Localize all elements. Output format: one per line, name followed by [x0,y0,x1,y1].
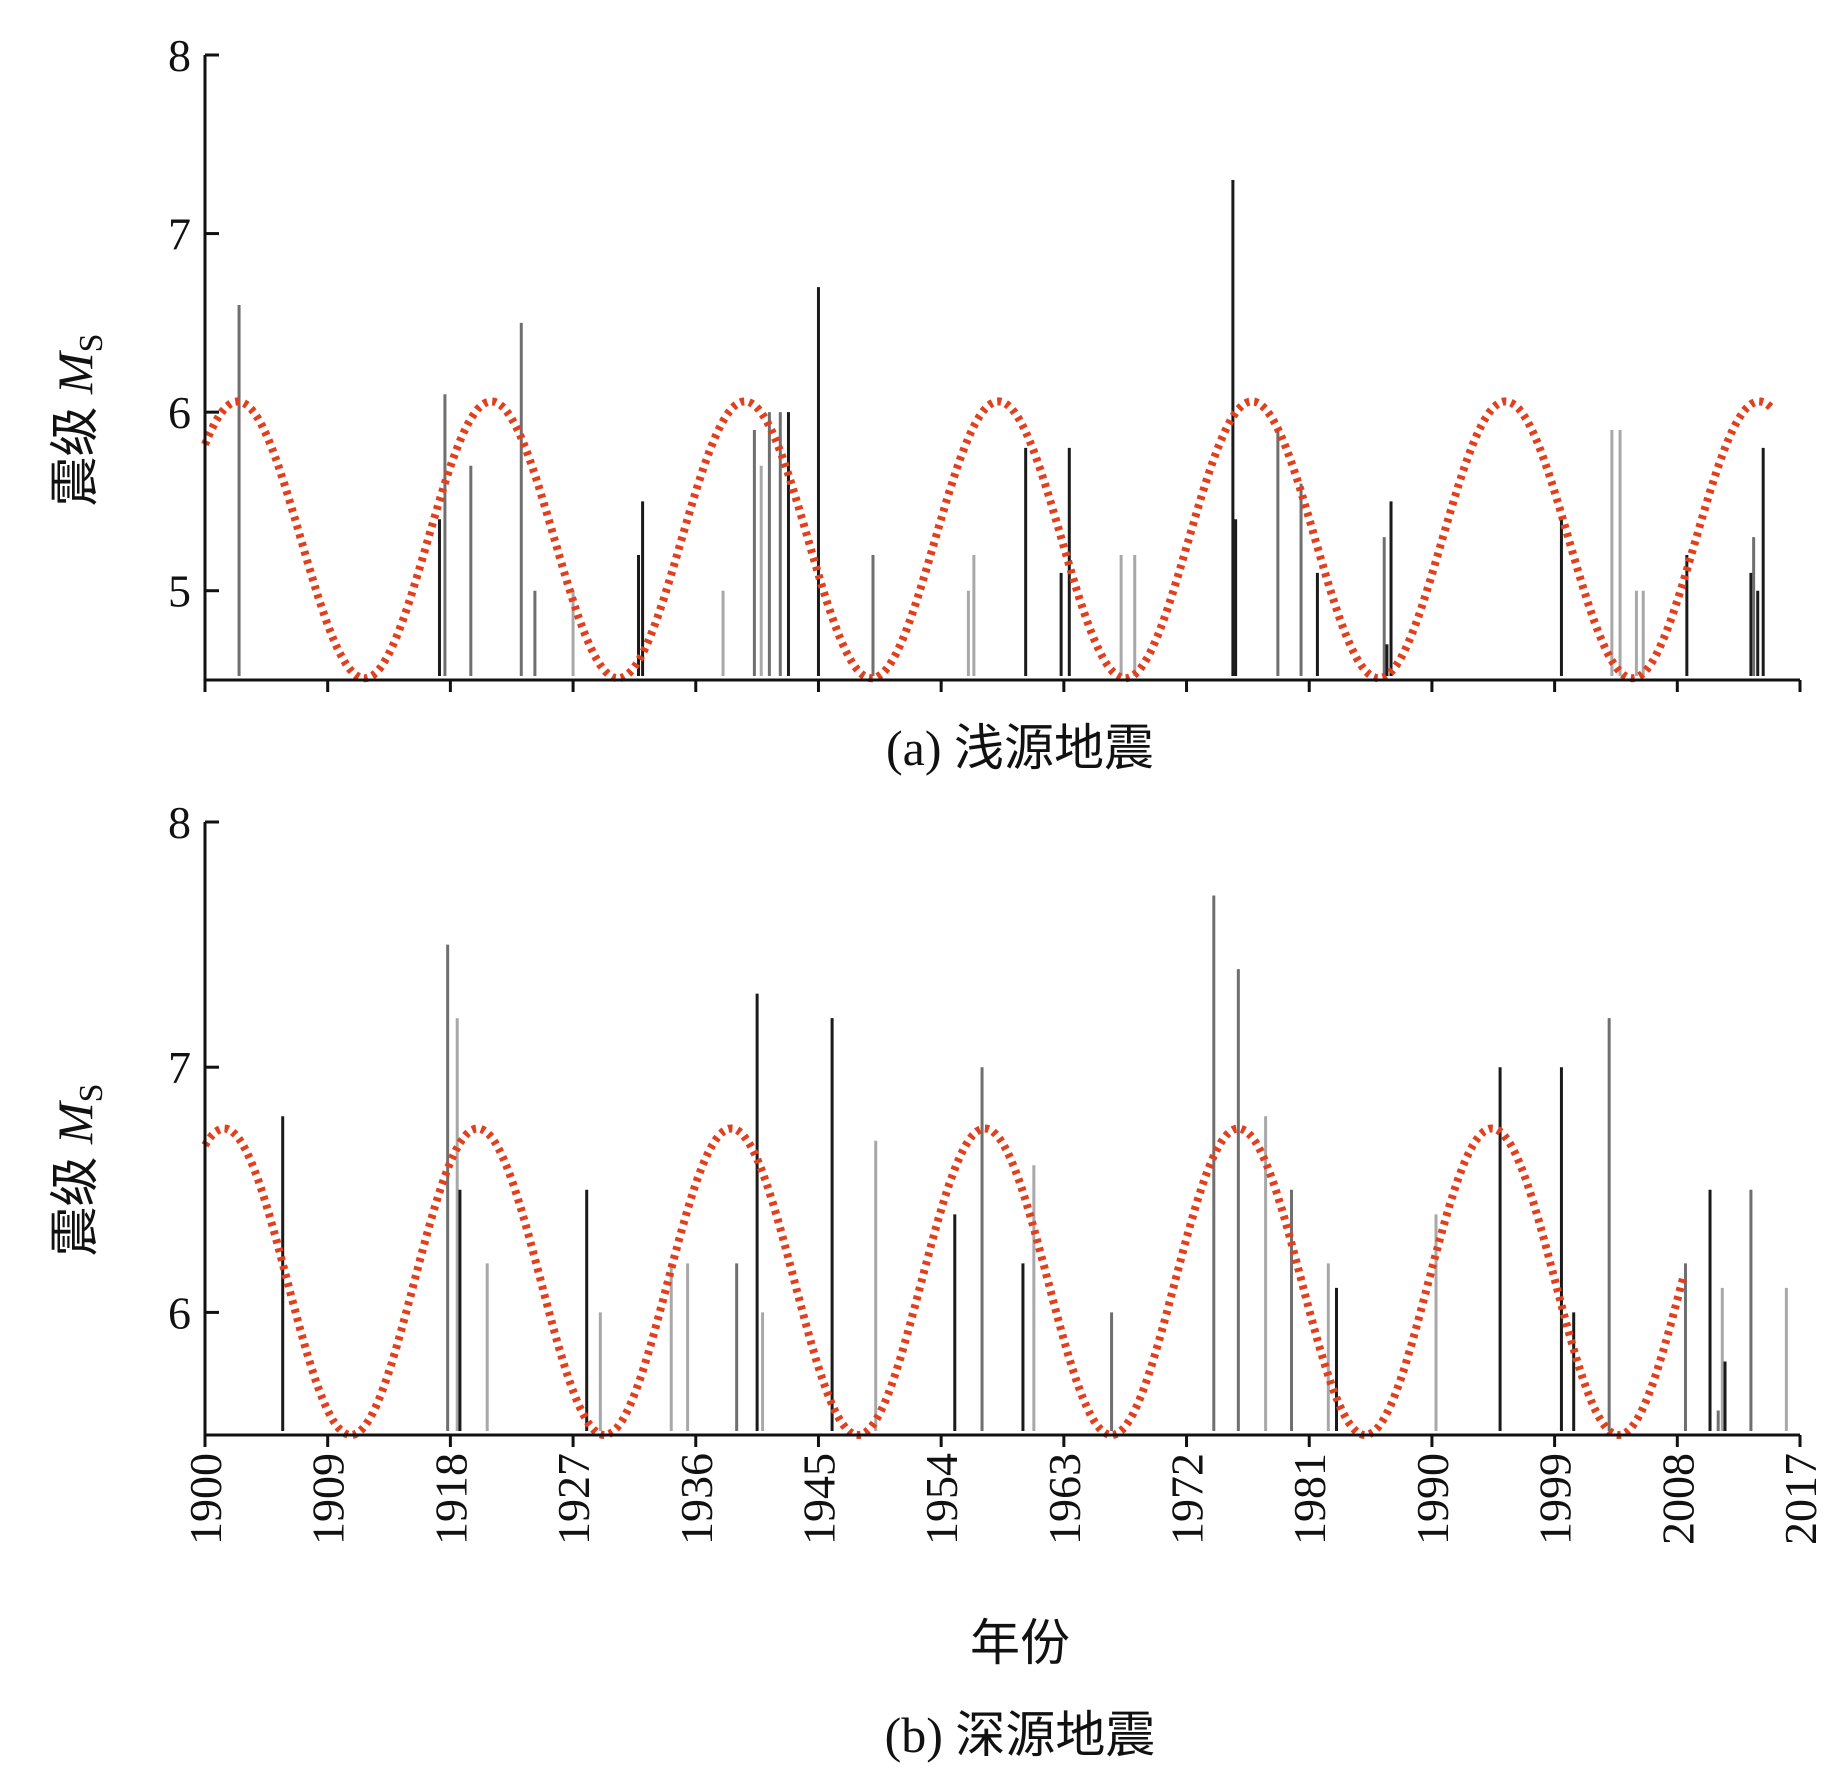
tidal-curve-line [201,397,1776,683]
x-tick-label: 1999 [1530,1453,1581,1545]
panel-b-bars [281,895,1788,1431]
panel-a-tidal-curve [201,397,1776,683]
panel-b-axes [203,822,1800,1437]
panel-a-shallow: 5 6 7 8 震级 MS (a) 浅源地震 [47,30,1802,776]
panel-a-y-label-sub: S [73,333,110,352]
panel-a-y-label-italic: M [47,350,103,395]
y-tick-label: 6 [168,1287,191,1338]
x-tick-label: 1954 [916,1453,967,1545]
tidal-curve-line [201,1124,1688,1440]
x-tick-label: 1909 [303,1453,354,1545]
x-tick-label: 1900 [180,1453,231,1545]
panel-a-axes [203,55,1800,682]
y-tick-label: 7 [168,209,191,260]
panel-a-caption: (a) 浅源地震 [886,720,1154,776]
panel-b-x-axis-label: 年份 [970,1615,1070,1671]
x-tick-label: 1936 [671,1453,722,1545]
x-tick-label: 1945 [793,1453,844,1545]
x-tick-label: 2017 [1775,1453,1826,1545]
panel-b-y-label-sub: S [73,1083,110,1102]
panel-a-y-axis-label: 震级 MS [47,333,110,506]
panel-b-ticks: 6 7 8 1900 1909 1918 1927 1936 1945 1954 1963 1972 1… [168,797,1826,1545]
x-tick-label: 1990 [1407,1453,1458,1545]
x-tick-label: 1927 [548,1453,599,1545]
x-tick-label: 1981 [1284,1453,1335,1545]
x-tick-label: 1963 [1039,1453,1090,1545]
panel-b-y-label-italic: M [47,1100,103,1145]
panel-a-y-label-text: 震级 [47,394,103,507]
y-tick-label: 5 [168,566,191,617]
x-tick-label: 2008 [1652,1453,1703,1545]
y-tick-label: 8 [168,797,191,848]
y-tick-label: 7 [168,1042,191,1093]
panel-b-tidal-curve [201,1124,1688,1440]
panel-b-y-axis-label: 震级 MS [47,1083,110,1256]
panel-b-y-label-text: 震级 [47,1144,103,1257]
x-tick-label: 1918 [425,1453,476,1545]
y-tick-label: 8 [168,30,191,81]
x-tick-label: 1972 [1162,1453,1213,1545]
y-tick-label: 6 [168,387,191,438]
panel-b-deep: 6 7 8 1900 1909 1918 1927 1936 1945 1954 1963 1972 1… [47,797,1826,1763]
panel-a-bars [237,180,1765,676]
panel-b-caption: (b) 深源地震 [885,1707,1156,1763]
panel-a-ticks: 5 6 7 8 [168,30,1802,692]
